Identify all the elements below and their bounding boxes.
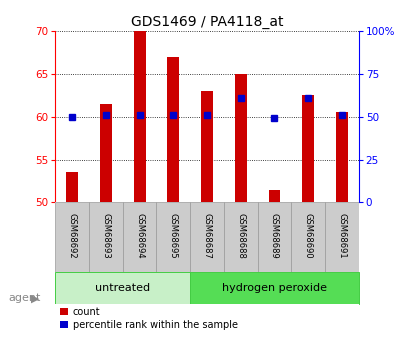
Bar [100,104,112,203]
Bar [66,172,78,203]
Bar [223,203,257,272]
Text: untreated: untreated [95,283,150,293]
Bar [201,91,212,203]
Title: GDS1469 / PA4118_at: GDS1469 / PA4118_at [130,14,283,29]
Bar [190,203,223,272]
Bar [122,203,156,272]
Text: GSM68695: GSM68695 [169,213,178,259]
Bar [291,203,324,272]
Text: GSM68690: GSM68690 [303,213,312,259]
Text: GSM68687: GSM68687 [202,213,211,259]
Bar [257,203,291,272]
Bar [301,95,313,203]
Text: GSM68693: GSM68693 [101,213,110,259]
Text: GSM68689: GSM68689 [269,213,278,259]
Bar [190,272,358,304]
Text: GSM68688: GSM68688 [236,213,245,259]
Bar [167,57,179,203]
Text: GSM68694: GSM68694 [135,213,144,259]
Bar [156,203,190,272]
Bar [324,203,358,272]
Bar [55,203,89,272]
Legend: count, percentile rank within the sample: count, percentile rank within the sample [60,307,237,330]
Text: ▶: ▶ [31,294,39,303]
Bar [234,74,246,203]
Bar [133,31,145,203]
Text: hydrogen peroxide: hydrogen peroxide [221,283,326,293]
Bar [268,189,280,203]
Text: agent: agent [8,294,40,303]
Text: GSM68691: GSM68691 [337,213,346,259]
Bar [89,203,122,272]
Bar [335,112,347,203]
Bar [55,272,190,304]
Text: GSM68692: GSM68692 [67,213,76,259]
